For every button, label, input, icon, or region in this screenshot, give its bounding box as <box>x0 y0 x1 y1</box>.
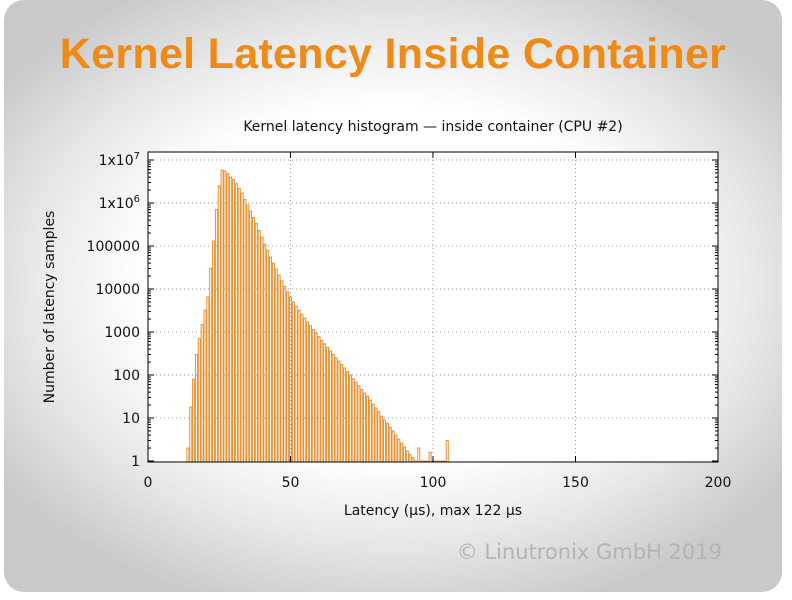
y-tick-label: 1 <box>131 454 140 470</box>
x-tick-label: 50 <box>282 475 300 491</box>
chart-title: Kernel latency histogram — inside contai… <box>243 119 622 135</box>
y-tick-label: 10 <box>122 411 140 427</box>
axis-ticks <box>147 152 719 462</box>
y-tick-label: 1x106 <box>99 194 140 212</box>
y-tick-label: 100 <box>113 368 140 384</box>
y-tick-label: 10000 <box>95 282 140 298</box>
copyright-notice: © Linutronix GmbH 2019 <box>456 540 722 564</box>
y-tick-label: 100000 <box>87 239 140 255</box>
x-tick-label: 200 <box>705 475 732 491</box>
grid-lines <box>148 152 718 462</box>
y-tick-labels: 1 10 100 1000 10000 100000 1x106 1x107 <box>87 151 140 470</box>
x-tick-label: 150 <box>562 475 589 491</box>
slide-title: Kernel Latency Inside Container <box>59 30 727 78</box>
y-tick-label: 1x107 <box>99 151 140 169</box>
plot-area <box>148 152 718 462</box>
x-tick-label: 0 <box>144 475 153 491</box>
x-axis-label: Latency (µs), max 122 µs <box>344 503 522 519</box>
x-tick-label: 100 <box>420 475 447 491</box>
x-tick-labels: 0 50 100 150 200 <box>144 475 732 491</box>
y-axis-label: Number of latency samples <box>42 211 58 404</box>
y-tick-label: 1000 <box>104 325 140 341</box>
